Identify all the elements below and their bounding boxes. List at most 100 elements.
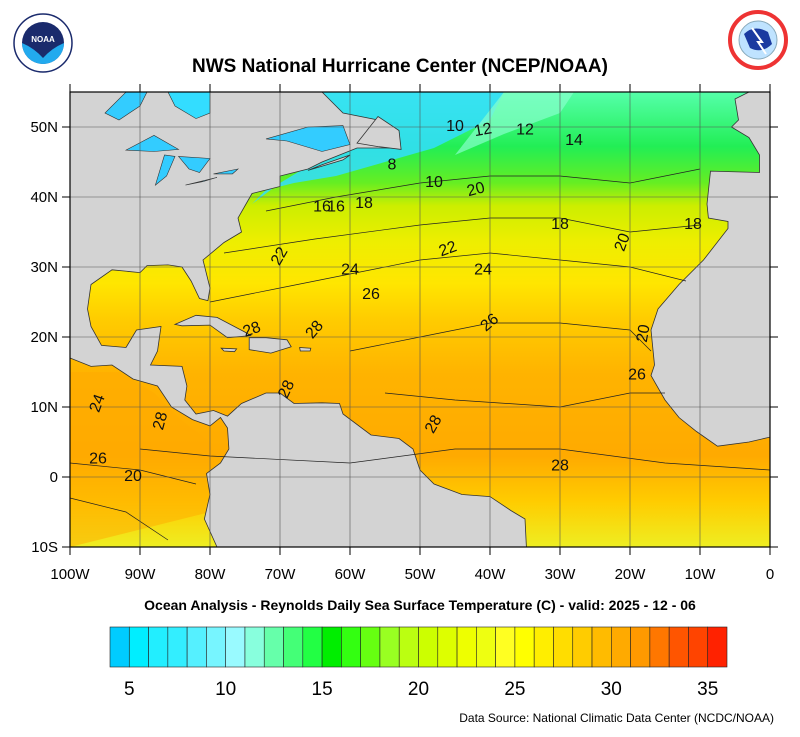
colorbar-swatch: [591, 626, 612, 668]
lat-tick-label: 10N: [30, 399, 58, 416]
contour-label: 26: [628, 367, 646, 384]
lake: [124, 135, 180, 152]
lake: [213, 168, 240, 175]
contour-label: 28: [150, 410, 171, 432]
colorbar-swatch: [514, 626, 535, 668]
colorbar-swatch: [495, 626, 516, 668]
contour-label: 20: [465, 179, 487, 200]
lon-tick-label: 90W: [125, 566, 157, 583]
colorbar-swatch: [244, 626, 265, 668]
colorbar-swatch: [553, 626, 574, 668]
nws-logo: [728, 10, 788, 70]
lat-tick-label: 50N: [30, 119, 58, 136]
colorbar-tick-label: 10: [215, 679, 236, 700]
lon-tick-label: 30W: [545, 566, 577, 583]
contour-label: 26: [362, 286, 380, 303]
colorbar-tick-label: 20: [408, 679, 429, 700]
colorbar-tick-label: 30: [601, 679, 622, 700]
chart-title: NWS National Hurricane Center (NCEP/NOAA…: [192, 56, 608, 77]
data-source: Data Source: National Climatic Data Cent…: [459, 711, 774, 725]
colorbar-swatch: [611, 626, 631, 668]
colorbar-swatch: [360, 626, 381, 668]
lon-tick-label: 60W: [335, 566, 367, 583]
contour-label: 14: [565, 132, 583, 149]
colorbar-swatch: [398, 626, 419, 668]
colorbar-swatch: [533, 626, 554, 668]
lat-tick-label: 40N: [30, 189, 58, 206]
colorbar-swatch: [341, 626, 361, 668]
lon-tick-label: 100W: [50, 566, 90, 583]
puerto-rico-island: [299, 347, 312, 352]
isotherm-line: [209, 252, 687, 303]
jamaica-island: [220, 347, 238, 353]
colorbar-swatch: [688, 626, 709, 668]
isotherm-line: [69, 497, 169, 541]
colorbar-swatch: [379, 626, 400, 668]
contour-label: 18: [684, 216, 702, 233]
contour-label: 10: [425, 174, 443, 191]
colorbar-swatch: [148, 626, 169, 668]
cuba-island: [173, 314, 252, 339]
lon-tick-label: 0: [766, 566, 774, 583]
lon-tick-label: 80W: [195, 566, 227, 583]
contour-label: 16: [313, 199, 331, 216]
colorbar-tick-label: 25: [504, 679, 525, 700]
colorbar-swatch: [649, 626, 670, 668]
americas-landmass: [69, 91, 527, 548]
europe-africa-landmass: [650, 91, 771, 447]
newfoundland-island: [356, 115, 402, 150]
contour-label: 8: [388, 157, 397, 174]
colorbar-tick-label: 5: [124, 679, 135, 700]
contour-label: 18: [551, 216, 569, 233]
colorbar-tick-label: 35: [697, 679, 718, 700]
contour-label: 22: [437, 238, 460, 260]
pacific-warm-region: [70, 372, 217, 547]
lat-tick-label: 0: [50, 469, 58, 486]
contour-label: 12: [473, 120, 494, 140]
colorbar-swatch: [572, 626, 593, 668]
colorbar-swatch: [225, 626, 246, 668]
cool-water-region: [455, 92, 574, 155]
lon-tick-label: 40W: [475, 566, 507, 583]
colorbar-swatch: [437, 626, 458, 668]
contour-label: 28: [275, 378, 298, 401]
svg-text:NOAA: NOAA: [31, 35, 55, 44]
contour-label: 20: [634, 323, 654, 344]
contour-label: 24: [474, 262, 492, 279]
colorbar-swatch: [263, 626, 284, 668]
contour-label: 12: [516, 122, 534, 139]
lake: [154, 154, 176, 186]
contour-label: 16: [327, 199, 345, 216]
colorbar-swatch: [109, 626, 130, 668]
contour-label: 20: [612, 231, 634, 254]
colorbar-swatch: [321, 626, 342, 668]
noaa-logo: NOAA: [13, 13, 73, 73]
contour-label: 28: [422, 412, 446, 436]
lake: [177, 156, 211, 173]
contour-label: 24: [341, 262, 359, 279]
contour-label: 28: [551, 458, 569, 475]
contour-label: 18: [355, 195, 373, 212]
colorbar-swatch: [302, 626, 323, 668]
colorbar-swatch: [283, 626, 304, 668]
colorbar-swatch: [476, 626, 496, 668]
lake: [104, 91, 148, 121]
colorbar-swatch: [128, 626, 149, 668]
colorbar-swatch: [186, 626, 207, 668]
colorbar-swatch: [668, 626, 689, 668]
lon-tick-label: 70W: [265, 566, 297, 583]
lat-tick-label: 10S: [31, 539, 58, 556]
lon-tick-label: 50W: [405, 566, 437, 583]
colorbar-tick-label: 15: [312, 679, 333, 700]
contour-label: 24: [87, 392, 109, 415]
contour-label: 10: [446, 118, 464, 135]
lon-tick-label: 20W: [615, 566, 647, 583]
colorbar-swatch: [630, 626, 651, 668]
colorbar-swatch: [206, 626, 226, 668]
contour-label: 28: [241, 319, 264, 341]
lon-tick-label: 10W: [685, 566, 717, 583]
contour-label: 26: [89, 451, 107, 468]
colorbar-swatch: [418, 626, 439, 668]
lat-tick-label: 20N: [30, 329, 58, 346]
